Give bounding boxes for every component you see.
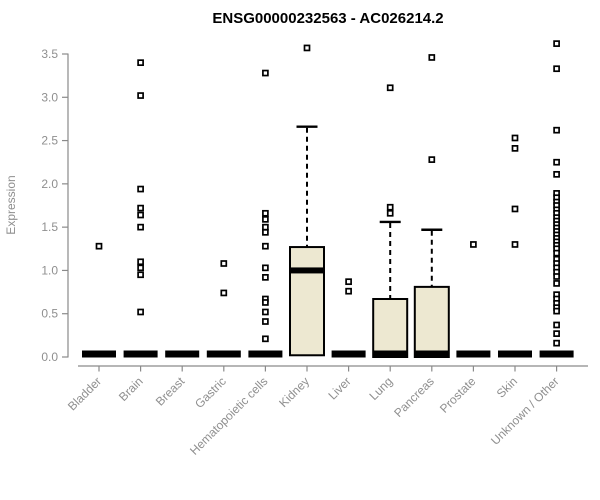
outlier-point-unknown-other xyxy=(553,65,560,73)
outlier-point-gastric xyxy=(220,289,228,297)
outlier-point-skin xyxy=(511,241,519,248)
outlier-point-hematopoietic-cells xyxy=(262,228,269,236)
outlier-point-unknown-other xyxy=(553,126,560,134)
collapsed-box-liver xyxy=(331,350,366,358)
outlier-point-liver xyxy=(345,287,352,295)
median-line-pancreas xyxy=(414,350,449,358)
box-lung xyxy=(372,297,409,359)
outlier-point-unknown-other xyxy=(553,330,560,337)
outlier-point-brain xyxy=(137,59,144,67)
outlier-point-brain xyxy=(137,204,144,212)
chart-title: ENSG00000232563 - AC026214.2 xyxy=(212,10,443,27)
outlier-point-gastric xyxy=(220,260,228,267)
x-tick-label-brain: Brain xyxy=(116,374,146,404)
y-tick-label: 2.5 xyxy=(41,134,58,148)
collapsed-box-breast xyxy=(165,350,200,358)
outlier-point-lung xyxy=(386,203,394,211)
y-tick-label: 1.5 xyxy=(41,220,58,234)
box-kidney xyxy=(289,246,325,357)
outlier-point-lung xyxy=(386,209,394,217)
outlier-point-unknown-other xyxy=(553,280,560,287)
outlier-point-pancreas xyxy=(428,54,436,61)
outlier-point-brain xyxy=(137,223,144,231)
x-tick-label-lung: Lung xyxy=(367,374,396,403)
outlier-point-unknown-other xyxy=(553,339,560,347)
outlier-point-skin xyxy=(511,205,519,213)
collapsed-box-hematopoietic-cells xyxy=(248,350,283,358)
outlier-point-hematopoietic-cells xyxy=(262,216,269,223)
outlier-point-unknown-other xyxy=(553,170,560,178)
outlier-point-pancreas xyxy=(428,156,436,163)
outlier-point-unknown-other xyxy=(553,273,560,280)
outlier-point-brain xyxy=(137,258,144,266)
outlier-point-unknown-other xyxy=(553,249,560,257)
collapsed-box-prostate xyxy=(456,350,491,358)
outlier-point-hematopoietic-cells xyxy=(262,274,269,281)
collapsed-box-skin xyxy=(498,350,532,358)
outlier-point-hematopoietic-cells xyxy=(262,69,269,77)
outlier-point-brain xyxy=(137,271,144,279)
outlier-point-liver xyxy=(345,278,352,286)
outlier-point-hematopoietic-cells xyxy=(262,209,269,217)
outlier-point-skin xyxy=(511,145,519,152)
plot-elements: 0.0 0.5 1.0 1.5 2.0 2.5 3.0 3.5 Bladder Brain Brea… xyxy=(41,40,588,458)
outlier-point-hematopoietic-cells xyxy=(262,242,269,250)
outlier-point-bladder xyxy=(95,242,103,250)
x-tick-label-kidney: Kidney xyxy=(276,374,312,410)
x-tick-label-prostate: Prostate xyxy=(437,374,479,416)
outlier-point-unknown-other xyxy=(553,307,560,315)
x-tick-label-breast: Breast xyxy=(153,374,188,409)
collapsed-box-brain xyxy=(123,350,158,358)
x-tick-label-hematopoietic-cells: Hematopoietic cells xyxy=(187,374,270,457)
collapsed-box-gastric xyxy=(206,350,241,358)
outlier-point-unknown-other xyxy=(553,158,560,166)
median-line-lung xyxy=(373,350,408,358)
x-tick-label-pancreas: Pancreas xyxy=(391,374,437,420)
outlier-point-lung xyxy=(386,84,394,92)
outlier-point-hematopoietic-cells xyxy=(262,335,269,343)
outlier-point-unknown-other xyxy=(553,321,560,329)
y-tick-label: 0.5 xyxy=(41,307,58,321)
y-tick-label: 2.0 xyxy=(41,177,58,191)
outlier-point-hematopoietic-cells xyxy=(262,299,269,306)
box-pancreas xyxy=(413,285,450,359)
collapsed-box-unknown-other xyxy=(539,350,574,358)
y-axis-label: Expression xyxy=(4,175,18,234)
collapsed-box-bladder xyxy=(82,350,116,358)
y-tick-label: 0.0 xyxy=(41,350,58,364)
outlier-point-prostate xyxy=(470,241,477,248)
outlier-point-brain xyxy=(137,308,144,316)
outlier-point-kidney xyxy=(303,44,311,52)
outlier-point-brain xyxy=(137,211,144,219)
x-tick-label-bladder: Bladder xyxy=(65,374,104,413)
outlier-point-hematopoietic-cells xyxy=(262,223,269,231)
y-tick-label: 3.5 xyxy=(41,47,58,61)
x-tick-label-liver: Liver xyxy=(325,374,353,402)
outlier-point-skin xyxy=(511,134,519,142)
x-tick-label-gastric: Gastric xyxy=(192,374,229,411)
y-tick-label: 1.0 xyxy=(41,263,58,277)
outlier-point-brain xyxy=(137,264,144,272)
outlier-point-unknown-other xyxy=(553,40,560,47)
median-line-kidney xyxy=(290,267,324,274)
outlier-point-hematopoietic-cells xyxy=(262,318,269,325)
outlier-point-hematopoietic-cells xyxy=(262,308,269,316)
outlier-point-brain xyxy=(137,92,144,99)
y-tick-label: 3.0 xyxy=(41,90,58,104)
outlier-point-brain xyxy=(137,185,144,193)
outlier-point-hematopoietic-cells xyxy=(262,264,269,272)
x-tick-label-skin: Skin xyxy=(494,374,520,400)
